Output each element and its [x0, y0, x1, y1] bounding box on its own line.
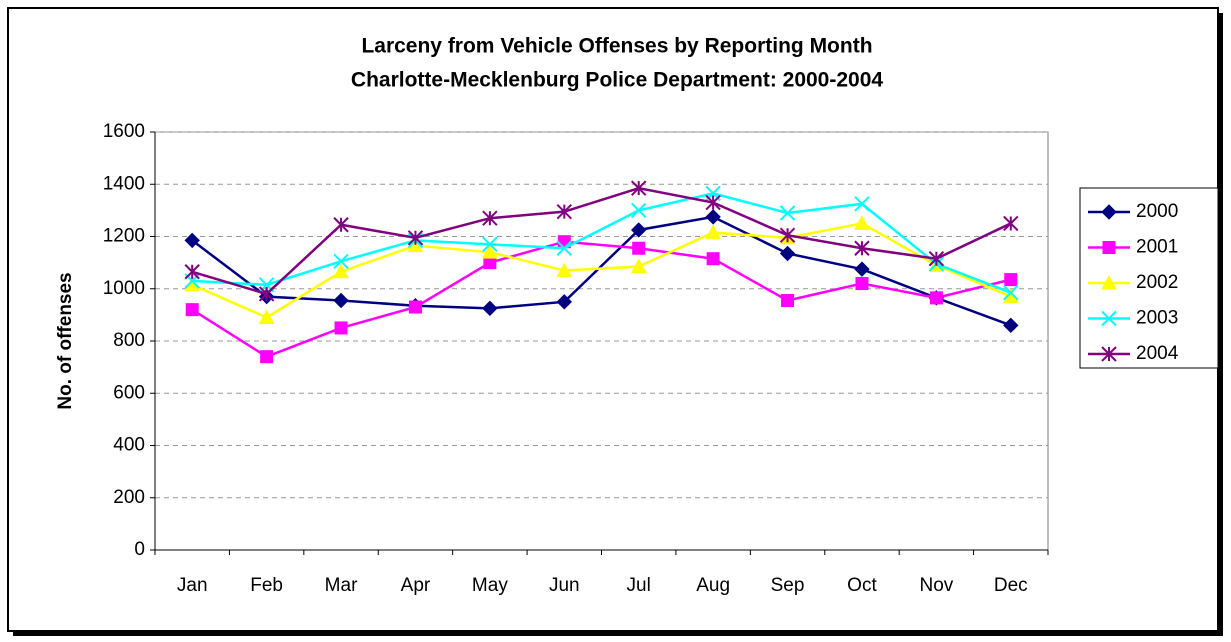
x-tick-label: Mar: [325, 575, 358, 596]
marker: [705, 209, 721, 225]
legend-label: 2001: [1136, 237, 1178, 258]
marker: [333, 217, 349, 233]
marker: [407, 230, 424, 246]
marker: [854, 196, 870, 212]
marker: [1003, 215, 1019, 232]
legend-label: 2002: [1136, 272, 1178, 293]
marker: [184, 264, 200, 280]
marker: [705, 194, 721, 211]
marker: [630, 258, 647, 274]
y-tick-label: 600: [113, 382, 145, 403]
y-tick-label: 0: [134, 539, 145, 560]
marker: [779, 245, 796, 262]
x-tick-label: Aug: [696, 575, 730, 596]
x-tick-label: Nov: [919, 575, 953, 596]
marker: [333, 263, 349, 279]
marker: [854, 240, 870, 256]
y-tick-label: 1600: [103, 121, 145, 142]
x-tick-label: Jun: [549, 575, 580, 596]
marker: [631, 202, 647, 219]
chart-subtitle: Charlotte-Mecklenburg Police Department:…: [351, 69, 883, 92]
marker: [260, 350, 274, 364]
marker: [482, 244, 498, 259]
marker: [556, 203, 572, 220]
x-tick-label: May: [472, 575, 508, 596]
marker: [632, 241, 646, 255]
series-line: [192, 192, 1012, 294]
legend-label: 2000: [1136, 201, 1178, 222]
y-axis-label: No. of offenses: [55, 272, 76, 409]
marker: [556, 294, 572, 310]
marker: [928, 250, 945, 267]
marker: [556, 240, 572, 256]
marker: [333, 292, 349, 309]
marker: [631, 180, 647, 196]
x-tick-label: Feb: [250, 575, 283, 596]
marker: [631, 222, 647, 238]
marker: [258, 286, 275, 302]
y-tick-label: 400: [113, 435, 145, 456]
marker: [258, 309, 275, 324]
x-tick-label: Jan: [177, 575, 208, 596]
y-tick-label: 1400: [103, 173, 145, 194]
x-tick-label: Apr: [401, 575, 431, 596]
legend-marker: [1101, 310, 1117, 327]
x-tick-label: Oct: [847, 575, 877, 596]
series-line: [191, 186, 1012, 296]
series-line: [191, 240, 1012, 359]
x-tick-label: Jul: [627, 575, 651, 596]
marker: [1003, 284, 1019, 301]
marker: [482, 210, 498, 226]
marker: [705, 224, 721, 240]
y-tick-label: 800: [113, 330, 145, 351]
legend-marker: [1102, 241, 1116, 254]
legend-marker: [1101, 274, 1117, 290]
marker: [779, 227, 796, 243]
marker: [1004, 273, 1018, 287]
series-line: [191, 215, 1012, 327]
marker: [185, 303, 199, 317]
marker: [482, 300, 498, 317]
marker: [408, 300, 422, 314]
y-tick-label: 1000: [103, 278, 145, 299]
marker: [556, 262, 573, 277]
legend: [1079, 187, 1219, 369]
y-tick-label: 200: [113, 487, 145, 508]
marker: [929, 291, 943, 305]
chart-title: Larceny from Vehicle Offenses by Reporti…: [361, 35, 872, 58]
x-tick-label: Sep: [771, 575, 805, 596]
marker: [1003, 317, 1019, 334]
marker: [779, 205, 796, 221]
legend-label: 2004: [1136, 343, 1179, 364]
series-line: [191, 222, 1012, 319]
legend-label: 2003: [1136, 308, 1178, 329]
marker: [482, 236, 498, 253]
legend-marker: [1101, 204, 1117, 220]
marker: [854, 215, 870, 230]
x-tick-label: Dec: [994, 575, 1028, 596]
marker: [855, 277, 869, 291]
y-tick-label: 1200: [103, 226, 145, 247]
marker: [706, 252, 720, 266]
legend-marker: [1101, 346, 1117, 362]
marker: [333, 253, 349, 270]
marker: [184, 232, 200, 249]
marker: [854, 261, 870, 277]
marker: [334, 321, 348, 335]
marker: [781, 294, 795, 308]
